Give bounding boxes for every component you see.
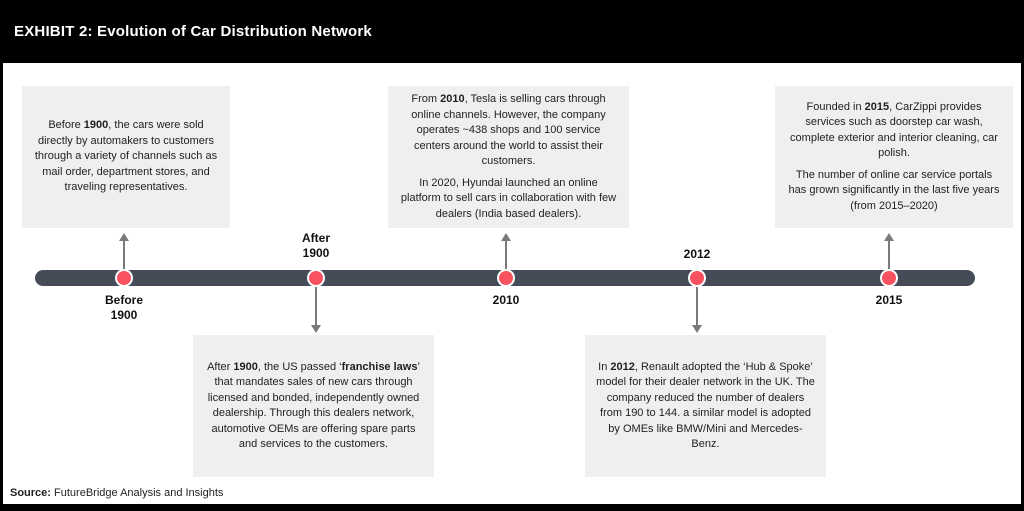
arrow-line (315, 287, 317, 325)
arrow-head-icon (692, 325, 702, 333)
arrow-down-after-1900 (311, 287, 321, 333)
timeline-dot-before-1900 (115, 269, 133, 287)
arrow-head-icon (311, 325, 321, 333)
arrow-down-2012 (692, 287, 702, 333)
page-border-left (0, 0, 3, 511)
arrow-up-before-1900 (119, 233, 129, 271)
page-border-right (1021, 0, 1024, 511)
exhibit-title-bar: EXHIBIT 2: Evolution of Car Distribution… (0, 0, 1024, 63)
box-paragraph: In 2020, Hyundai launched an online plat… (400, 176, 617, 220)
box-paragraph: The number of online car service portals… (788, 168, 1000, 212)
box-paragraph: From 2010, Tesla is selling cars through… (411, 93, 606, 167)
box-paragraph: In 2012, Renault adopted the ‘Hub & Spok… (596, 360, 815, 451)
source-label: Source: (10, 487, 51, 499)
box-paragraph: After 1900, the US passed ‘franchise law… (207, 360, 420, 451)
info-box-after-1900: After 1900, the US passed ‘franchise law… (193, 335, 434, 477)
timeline-label-before-1900: Before 1900 (104, 293, 144, 322)
timeline-label-2012: 2012 (683, 247, 711, 261)
arrow-line (888, 241, 890, 271)
box-paragraph: Before 1900, the cars were sold directly… (34, 119, 218, 194)
box-paragraph: Founded in 2015, CarZippi provides servi… (790, 100, 998, 160)
arrow-head-icon (501, 233, 511, 241)
arrow-line (123, 241, 125, 271)
arrow-head-icon (884, 233, 894, 241)
info-box-2010: From 2010, Tesla is selling cars through… (388, 86, 629, 228)
info-box-2012: In 2012, Renault adopted the ‘Hub & Spok… (585, 335, 826, 477)
timeline-label-after-1900: After 1900 (301, 231, 331, 260)
arrow-up-2010 (501, 233, 511, 271)
timeline-label-2015: 2015 (875, 293, 903, 307)
timeline-label-2010: 2010 (492, 293, 520, 307)
timeline-dot-2015 (880, 269, 898, 287)
source-text: FutureBridge Analysis and Insights (50, 487, 224, 499)
arrow-line (696, 287, 698, 325)
page-title: EXHIBIT 2: Evolution of Car Distribution… (14, 23, 372, 40)
arrow-up-2015 (884, 233, 894, 271)
timeline-dot-2012 (688, 269, 706, 287)
info-box-2015: Founded in 2015, CarZippi provides servi… (775, 86, 1013, 228)
source-note: Source: FutureBridge Analysis and Insigh… (10, 487, 223, 499)
page-border-bottom (0, 504, 1024, 511)
timeline-dot-2010 (497, 269, 515, 287)
arrow-head-icon (119, 233, 129, 241)
timeline-dot-after-1900 (307, 269, 325, 287)
info-box-before-1900: Before 1900, the cars were sold directly… (22, 86, 230, 228)
arrow-line (505, 241, 507, 271)
